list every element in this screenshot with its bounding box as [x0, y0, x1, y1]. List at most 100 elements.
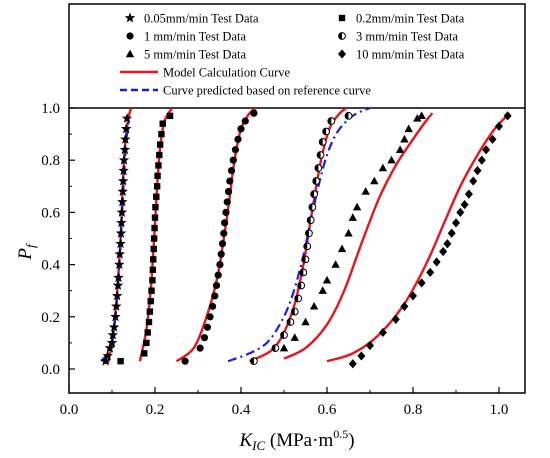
- data-point: [115, 238, 126, 249]
- data-point: [469, 176, 478, 186]
- data-point: [150, 235, 158, 242]
- data-point: [241, 117, 249, 125]
- data-point: [308, 203, 317, 212]
- data-point: [503, 111, 512, 121]
- data-point: [290, 333, 299, 341]
- data-point: [107, 329, 119, 340]
- data-point: [106, 337, 118, 348]
- legend-label: 5 mm/min Test Data: [144, 48, 246, 62]
- data-point: [290, 307, 299, 316]
- legend-marker: [338, 49, 346, 59]
- data-point: [116, 217, 127, 228]
- data-point: [217, 250, 225, 258]
- data-point: [211, 292, 219, 300]
- data-point: [482, 145, 491, 155]
- predicted-curve: [227, 108, 371, 363]
- data-point: [306, 216, 315, 225]
- data-point: [337, 244, 347, 253]
- data-point: [113, 272, 124, 283]
- data-point: [120, 123, 132, 134]
- data-point: [400, 134, 409, 143]
- data-point: [222, 208, 230, 216]
- data-point: [312, 177, 321, 185]
- data-point: [344, 111, 353, 120]
- data-point: [117, 196, 128, 207]
- data-point: [297, 281, 306, 290]
- data-point: [301, 255, 310, 264]
- legend-label: 0.2mm/min Test Data: [356, 12, 465, 26]
- data-point: [250, 109, 258, 117]
- legend-label: Curve predicted based on reference curve: [163, 84, 371, 98]
- data-point: [115, 227, 127, 238]
- model-curve: [326, 112, 511, 363]
- data-point: [409, 291, 417, 301]
- data-point: [400, 301, 409, 311]
- data-point: [118, 154, 130, 165]
- data-point: [120, 133, 131, 144]
- data-point: [118, 165, 129, 176]
- data-point: [143, 339, 150, 347]
- data-point: [460, 199, 469, 210]
- data-point: [280, 331, 288, 339]
- data-point: [220, 229, 228, 237]
- x-tick-label: 0.8: [404, 402, 423, 418]
- legend-marker: [338, 32, 346, 40]
- y-tick-label: 0.6: [41, 205, 60, 221]
- y-tick-label: 0.2: [41, 310, 60, 326]
- data-point: [111, 300, 122, 311]
- data-point: [212, 281, 221, 290]
- axis-ticks: 0.0 0.2 0.4 0.6 0.8 1.0 0.0 0.2 0.4 0.6 0.8 1.0: [41, 101, 508, 418]
- data-point: [151, 214, 159, 221]
- legend-label: 10 mm/min Test Data: [356, 48, 465, 62]
- data-point: [214, 271, 222, 279]
- data-point: [150, 256, 157, 263]
- markers-layer: [100, 109, 512, 369]
- data-point: [322, 275, 332, 284]
- data-point: [378, 327, 387, 338]
- data-point: [305, 229, 313, 238]
- data-point: [200, 334, 209, 342]
- x-tick-label: 0.2: [146, 402, 165, 418]
- data-point: [237, 125, 245, 133]
- data-point: [348, 359, 357, 369]
- data-point: [209, 302, 217, 310]
- data-point: [234, 135, 242, 143]
- legend-label: 0.05mm/min Test Data: [144, 12, 259, 26]
- data-point: [151, 224, 158, 232]
- data-point: [432, 257, 441, 267]
- data-point: [294, 294, 303, 303]
- data-point: [395, 145, 405, 153]
- data-point: [223, 198, 231, 206]
- data-point: [159, 120, 166, 127]
- data-point: [231, 146, 240, 154]
- data-point: [447, 228, 456, 238]
- data-point: [299, 268, 308, 277]
- data-point: [119, 144, 131, 155]
- data-point: [477, 155, 486, 165]
- data-point: [327, 117, 336, 125]
- data-point: [114, 259, 125, 270]
- x-tick-label: 0.0: [60, 402, 79, 418]
- data-point: [370, 176, 379, 185]
- data-point: [439, 246, 448, 257]
- x-tick-label: 0.6: [318, 402, 337, 418]
- data-point: [166, 112, 174, 120]
- data-point: [149, 277, 156, 284]
- data-point: [348, 213, 357, 221]
- data-point: [152, 203, 159, 211]
- data-point: [224, 187, 233, 196]
- y-tick-label: 0.0: [41, 362, 60, 378]
- data-point: [452, 218, 460, 228]
- data-point: [309, 301, 319, 310]
- x-tick-label: 0.4: [232, 402, 251, 418]
- data-point: [314, 164, 323, 172]
- data-point: [155, 162, 162, 169]
- data-point: [148, 287, 155, 294]
- data-point: [316, 151, 325, 159]
- data-point: [216, 261, 224, 269]
- y-tick-label: 0.8: [41, 153, 60, 169]
- data-point: [279, 343, 289, 352]
- model-curve: [138, 108, 174, 362]
- data-point: [417, 111, 426, 120]
- plot-frame: [68, 3, 526, 394]
